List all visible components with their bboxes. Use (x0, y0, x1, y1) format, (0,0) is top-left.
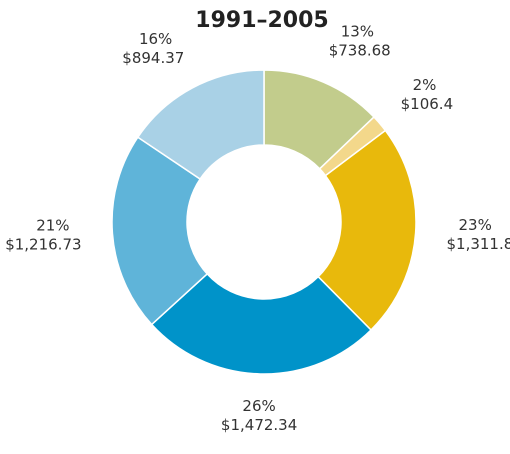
percent-label: 13% (341, 23, 374, 41)
percent-label: 21% (36, 216, 69, 234)
value-label: $894.37 (122, 49, 184, 67)
percent-label: 2% (413, 76, 437, 94)
percent-label: 26% (242, 397, 275, 415)
value-label: $1,472.34 (221, 416, 297, 434)
donut-slice (111, 136, 209, 326)
chart-title: 1991–2005 (195, 8, 328, 33)
percent-label: 16% (139, 30, 172, 48)
donut-slice (150, 272, 373, 375)
value-label: $1,216.73 (5, 235, 81, 253)
percent-label: 23% (458, 216, 491, 234)
donut-slice (317, 129, 417, 332)
value-label: $738.68 (329, 42, 391, 60)
value-label: $106.4 (401, 95, 454, 113)
donut-slice (136, 69, 265, 181)
value-label: $1,311.86 (446, 235, 510, 253)
